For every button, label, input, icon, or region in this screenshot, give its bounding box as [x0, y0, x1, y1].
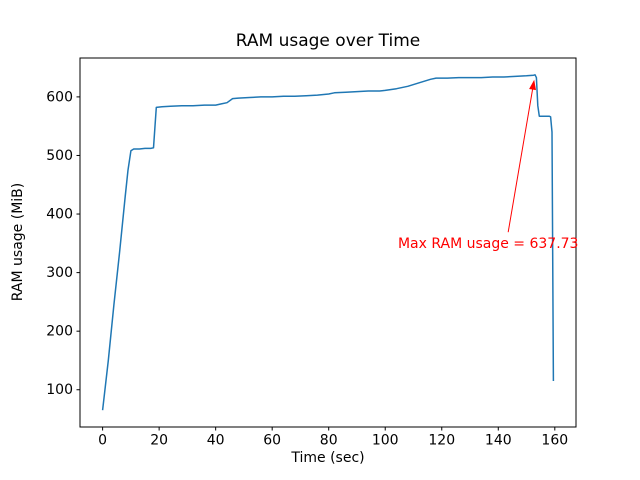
y-tick-label: 100 [46, 382, 73, 398]
x-tick-label: 160 [541, 433, 568, 449]
x-tick-label: 60 [263, 433, 281, 449]
x-tick-label: 140 [485, 433, 512, 449]
chart-title: RAM usage over Time [236, 31, 420, 51]
y-tick-label: 200 [46, 324, 73, 340]
annotation-layer: Max RAM usage = 637.73 [398, 79, 579, 252]
plot-border [79, 57, 577, 428]
y-tick-label: 500 [46, 148, 73, 164]
x-axis-label: Time (sec) [290, 450, 364, 466]
annotation-arrow-line [507, 81, 535, 233]
max-annotation-text: Max RAM usage = 637.73 [398, 236, 579, 252]
axes-layer: 0 20 40 60 80 100 120 140 160 100 200 300 400 500 600 [46, 57, 577, 449]
y-tick-label: 600 [46, 89, 73, 105]
x-tick-label: 0 [98, 433, 107, 449]
x-tick-label: 120 [428, 433, 455, 449]
x-tick-label: 80 [320, 433, 338, 449]
y-tick-label: 400 [46, 207, 73, 223]
series-line [101, 74, 555, 411]
annotation-arrowhead [529, 79, 536, 91]
x-tick-label: 100 [372, 433, 399, 449]
line-series-layer [101, 74, 555, 411]
x-tick-label: 40 [207, 433, 225, 449]
y-axis-label: RAM usage (MiB) [10, 183, 26, 301]
x-tick-label: 20 [150, 433, 168, 449]
y-tick-label: 300 [46, 265, 73, 281]
